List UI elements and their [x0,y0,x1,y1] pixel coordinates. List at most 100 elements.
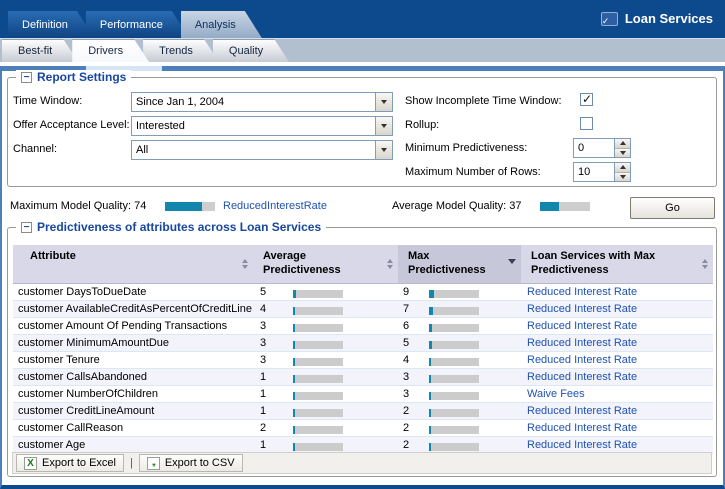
max-predictiveness-cell: 3 [398,388,521,400]
channel-select[interactable]: All [131,140,393,160]
service-link[interactable]: Waive Fees [527,388,585,400]
average-predictiveness-cell: 4 [253,303,398,315]
collapse-predictiveness-icon[interactable]: − [21,221,32,233]
max-predictiveness-bar [429,307,479,315]
sub-tab-bar: Best-fit Drivers Trends Quality [0,38,725,62]
column-header-average-predictiveness[interactable]: Average Predictiveness [253,245,398,283]
table-row: customer DaysToDueDate 5 9 Reduced Inter… [13,284,713,301]
reduced-interest-rate-link[interactable]: ReducedInterestRate [223,200,327,212]
min-predictiveness-stepper[interactable]: 0 [573,138,631,158]
max-predictiveness-cell: 2 [398,422,521,434]
average-predictiveness-cell: 1 [253,371,398,383]
predictiveness-section: − Predictiveness of attributes across Lo… [7,220,717,477]
time-window-select[interactable]: Since Jan 1, 2004 [131,92,393,112]
service-link[interactable]: Reduced Interest Rate [527,320,638,332]
average-predictiveness-bar [293,307,343,315]
report-settings-title: Report Settings [37,70,127,84]
average-predictiveness-bar [293,426,343,434]
column-header-loan-services-with-max[interactable]: Loan Services with Max Predictiveness [521,245,713,283]
attribute-cell: customer Tenure [18,354,100,366]
channel-label: Channel: [13,143,58,155]
tab-analysis[interactable]: Analysis [181,11,262,38]
avg-model-quality-label: Average Model Quality: 37 [392,200,522,212]
service-link[interactable]: Reduced Interest Rate [527,354,638,366]
page-title-text: Loan Services [624,11,713,26]
spin-up-icon[interactable] [615,139,630,149]
subtab-drivers[interactable]: Drivers [72,39,149,62]
tab-performance[interactable]: Performance [86,11,189,38]
max-predictiveness-bar [429,324,479,332]
max-model-quality-value: 74 [134,200,147,212]
chevron-down-icon[interactable] [375,141,392,159]
max-model-quality-bar [165,202,215,211]
average-predictiveness-cell: 1 [253,439,398,451]
export-to-csv-button[interactable]: ,, Export to CSV [138,454,243,472]
go-button[interactable]: Go [630,197,715,219]
service-link[interactable]: Reduced Interest Rate [527,405,638,417]
spin-down-icon[interactable] [615,172,630,181]
table-row: customer Amount Of Pending Transactions … [13,318,713,335]
average-predictiveness-bar [293,409,343,417]
service-cell: Reduced Interest Rate [521,405,713,417]
subtab-quality[interactable]: Quality [213,39,289,62]
toolbar-separator: | [129,457,133,469]
table-header-row: Attribute Average Predictiveness Max Pre… [13,245,713,284]
max-predictiveness-bar [429,341,479,349]
service-link[interactable]: Reduced Interest Rate [527,286,638,298]
max-rows-stepper[interactable]: 10 [573,162,631,182]
table-row: customer CreditLineAmount 1 2 Reduced In… [13,403,713,420]
average-predictiveness-cell: 3 [253,337,398,349]
attribute-cell: customer Age [18,439,86,451]
service-link[interactable]: Reduced Interest Rate [527,303,638,315]
average-predictiveness-bar [293,392,343,400]
sort-icon[interactable] [242,259,248,269]
service-link[interactable]: Reduced Interest Rate [527,422,638,434]
rollup-checkbox[interactable] [580,117,593,130]
export-to-excel-button[interactable]: X Export to Excel [16,454,124,472]
avg-model-quality-value: 37 [509,200,522,212]
service-cell: Reduced Interest Rate [521,320,713,332]
column-header-max-predictiveness[interactable]: Max Predictiveness [398,245,521,283]
average-predictiveness-bar [293,443,343,451]
time-window-label: Time Window: [13,95,83,107]
average-predictiveness-bar [293,341,343,349]
chevron-down-icon[interactable] [375,117,392,135]
service-link[interactable]: Reduced Interest Rate [527,337,638,349]
table-row: customer CallReason 2 2 Reduced Interest… [13,420,713,437]
sort-icon[interactable] [702,259,708,269]
column-header-attribute[interactable]: Attribute [13,245,253,283]
average-predictiveness-bar [293,375,343,383]
collapse-report-settings-icon[interactable]: − [21,71,32,83]
max-predictiveness-bar [429,426,479,434]
service-cell: Reduced Interest Rate [521,286,713,298]
average-predictiveness-bar [293,290,343,298]
tab-definition[interactable]: Definition [8,11,94,38]
max-predictiveness-cell: 2 [398,405,521,417]
sort-icon[interactable] [508,259,516,264]
offer-acceptance-select[interactable]: Interested [131,116,393,136]
attribute-cell: customer DaysToDueDate [18,286,147,298]
predictiveness-title: Predictiveness of attributes across Loan… [37,220,322,234]
spin-up-icon[interactable] [615,163,630,173]
show-incomplete-label: Show Incomplete Time Window: [405,95,562,107]
table-row: customer MinimumAmountDue 3 5 Reduced In… [13,335,713,352]
max-rows-label: Maximum Number of Rows: [405,166,541,178]
spin-down-icon[interactable] [615,148,630,157]
sort-icon[interactable] [387,259,393,269]
max-predictiveness-cell: 9 [398,286,521,298]
attribute-cell: customer MinimumAmountDue [18,337,169,349]
attribute-cell: customer CallReason [18,422,124,434]
content-area: − Report Settings Time Window: Since Jan… [0,70,725,489]
top-banner: Definition Performance Analysis Loan Ser… [0,0,725,38]
chevron-down-icon[interactable] [375,93,392,111]
service-link[interactable]: Reduced Interest Rate [527,439,638,451]
subtab-trends[interactable]: Trends [143,39,219,62]
subtab-best-fit[interactable]: Best-fit [2,39,78,62]
average-predictiveness-cell: 2 [253,422,398,434]
max-predictiveness-cell: 7 [398,303,521,315]
service-link[interactable]: Reduced Interest Rate [527,371,638,383]
loan-services-icon [600,11,618,27]
show-incomplete-checkbox[interactable] [580,92,593,106]
page-title: Loan Services [600,11,713,27]
max-predictiveness-bar [429,358,479,366]
